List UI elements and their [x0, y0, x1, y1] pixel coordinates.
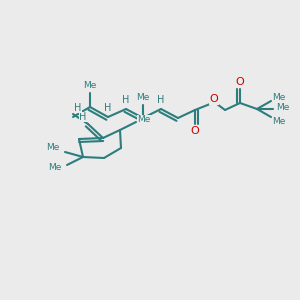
Text: Me: Me	[83, 82, 97, 91]
Text: Me: Me	[46, 143, 60, 152]
Text: O: O	[236, 77, 244, 87]
Text: H: H	[104, 103, 112, 113]
Text: O: O	[210, 94, 218, 104]
Text: Me: Me	[136, 94, 150, 103]
Text: H: H	[74, 103, 82, 113]
Text: H: H	[157, 95, 165, 105]
Text: Me: Me	[137, 116, 151, 124]
Text: Me: Me	[276, 103, 290, 112]
Text: Me: Me	[272, 116, 286, 125]
Text: Me: Me	[272, 92, 286, 101]
Text: H: H	[122, 95, 130, 105]
Text: H: H	[79, 112, 87, 122]
Text: O: O	[190, 126, 200, 136]
Text: Me: Me	[48, 164, 62, 172]
